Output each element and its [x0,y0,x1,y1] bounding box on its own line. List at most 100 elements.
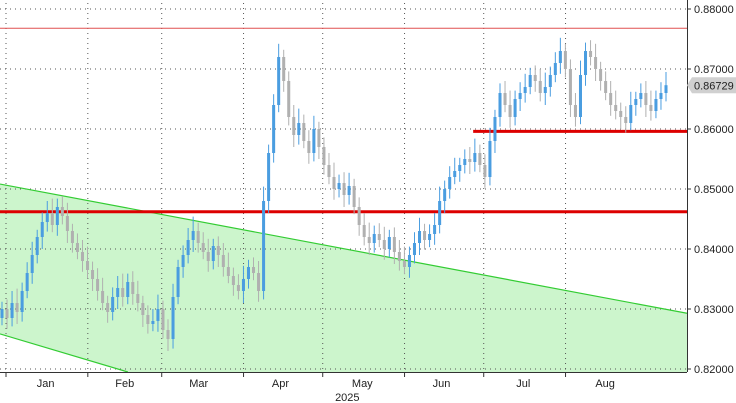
candle-body [578,75,582,117]
candle [176,259,180,305]
candle [196,222,200,253]
candle-body [418,231,422,243]
candle-body [30,255,34,273]
candle-body [463,159,467,165]
candle-body [639,93,643,99]
candle-body [523,87,527,93]
candle [30,241,34,284]
x-month-label: Jan [37,378,55,390]
candle-body [382,240,386,249]
candle-body [609,93,613,105]
candle-body [347,186,351,195]
candle [433,213,437,245]
y-tick-label: 0.84000 [694,244,734,256]
candle [528,67,532,95]
candle [392,227,396,264]
candle-body [624,117,628,123]
candle [412,232,416,264]
candle-body [45,213,49,222]
candle-body [488,141,492,177]
candle [639,83,643,108]
candle-body [563,51,567,69]
candle [443,180,447,213]
candle-body [111,297,115,312]
x-month-label: Apr [272,378,289,390]
candle-body [508,105,512,117]
candle-body [136,294,140,303]
candle-body [428,234,432,240]
candle-body [528,75,532,87]
candle [332,162,336,200]
candle-body [362,225,366,237]
candle [236,274,240,300]
candle-body [407,255,411,267]
candle [75,233,79,260]
candle-body [458,165,462,171]
candle [5,299,9,329]
candle-body [493,117,497,141]
candle [86,246,90,279]
candle [664,72,668,102]
candle-body [599,69,603,81]
candle-body [287,81,291,117]
candle [659,82,663,110]
candle [629,91,633,131]
candle [483,154,487,188]
candle-body [262,201,266,291]
candle-body [106,303,110,312]
last-price-arrow [687,77,692,94]
candle-body [156,309,160,321]
candle [418,217,422,255]
candle-body [272,105,276,153]
candle-body [634,99,638,105]
candle-body [302,123,306,141]
candle [65,202,69,243]
candle [317,121,321,159]
candle-body [387,237,391,249]
x-month-label: Feb [115,378,134,390]
candle [70,223,74,253]
candle [614,90,618,120]
candle-body [473,153,477,162]
candle [20,282,24,322]
candle [161,300,165,339]
candle-body [126,282,130,297]
candle-body [50,213,54,225]
candle-body [423,231,427,240]
candle [287,71,291,126]
candle-body [241,279,245,291]
candle-body [60,207,64,216]
candle [25,262,29,299]
candle-body [141,303,145,315]
candle [91,261,95,291]
candle [352,178,356,215]
candle [458,157,462,182]
y-tick-label: 0.83000 [694,304,734,316]
candle [231,267,235,296]
candle [292,105,296,147]
candle-body [206,252,210,261]
candle-body [246,267,250,279]
candle [297,108,301,145]
candle [609,81,613,116]
candle-body [538,81,542,93]
candle [508,90,512,128]
candle [216,236,220,267]
candle-body [644,93,648,105]
candle [372,225,376,253]
last-price-marker: 0.86729 [687,77,736,94]
candle [96,268,100,301]
candle-body [96,279,100,291]
candle-body [55,207,59,225]
candle-body [573,105,577,117]
candle-body [513,99,517,117]
candle-body [10,303,14,318]
candle [226,252,230,284]
candle [45,201,49,232]
candle [468,147,472,174]
candle [116,276,120,309]
candle-body [367,237,371,243]
candle [599,61,603,91]
candle [146,305,150,334]
candle [498,83,502,127]
